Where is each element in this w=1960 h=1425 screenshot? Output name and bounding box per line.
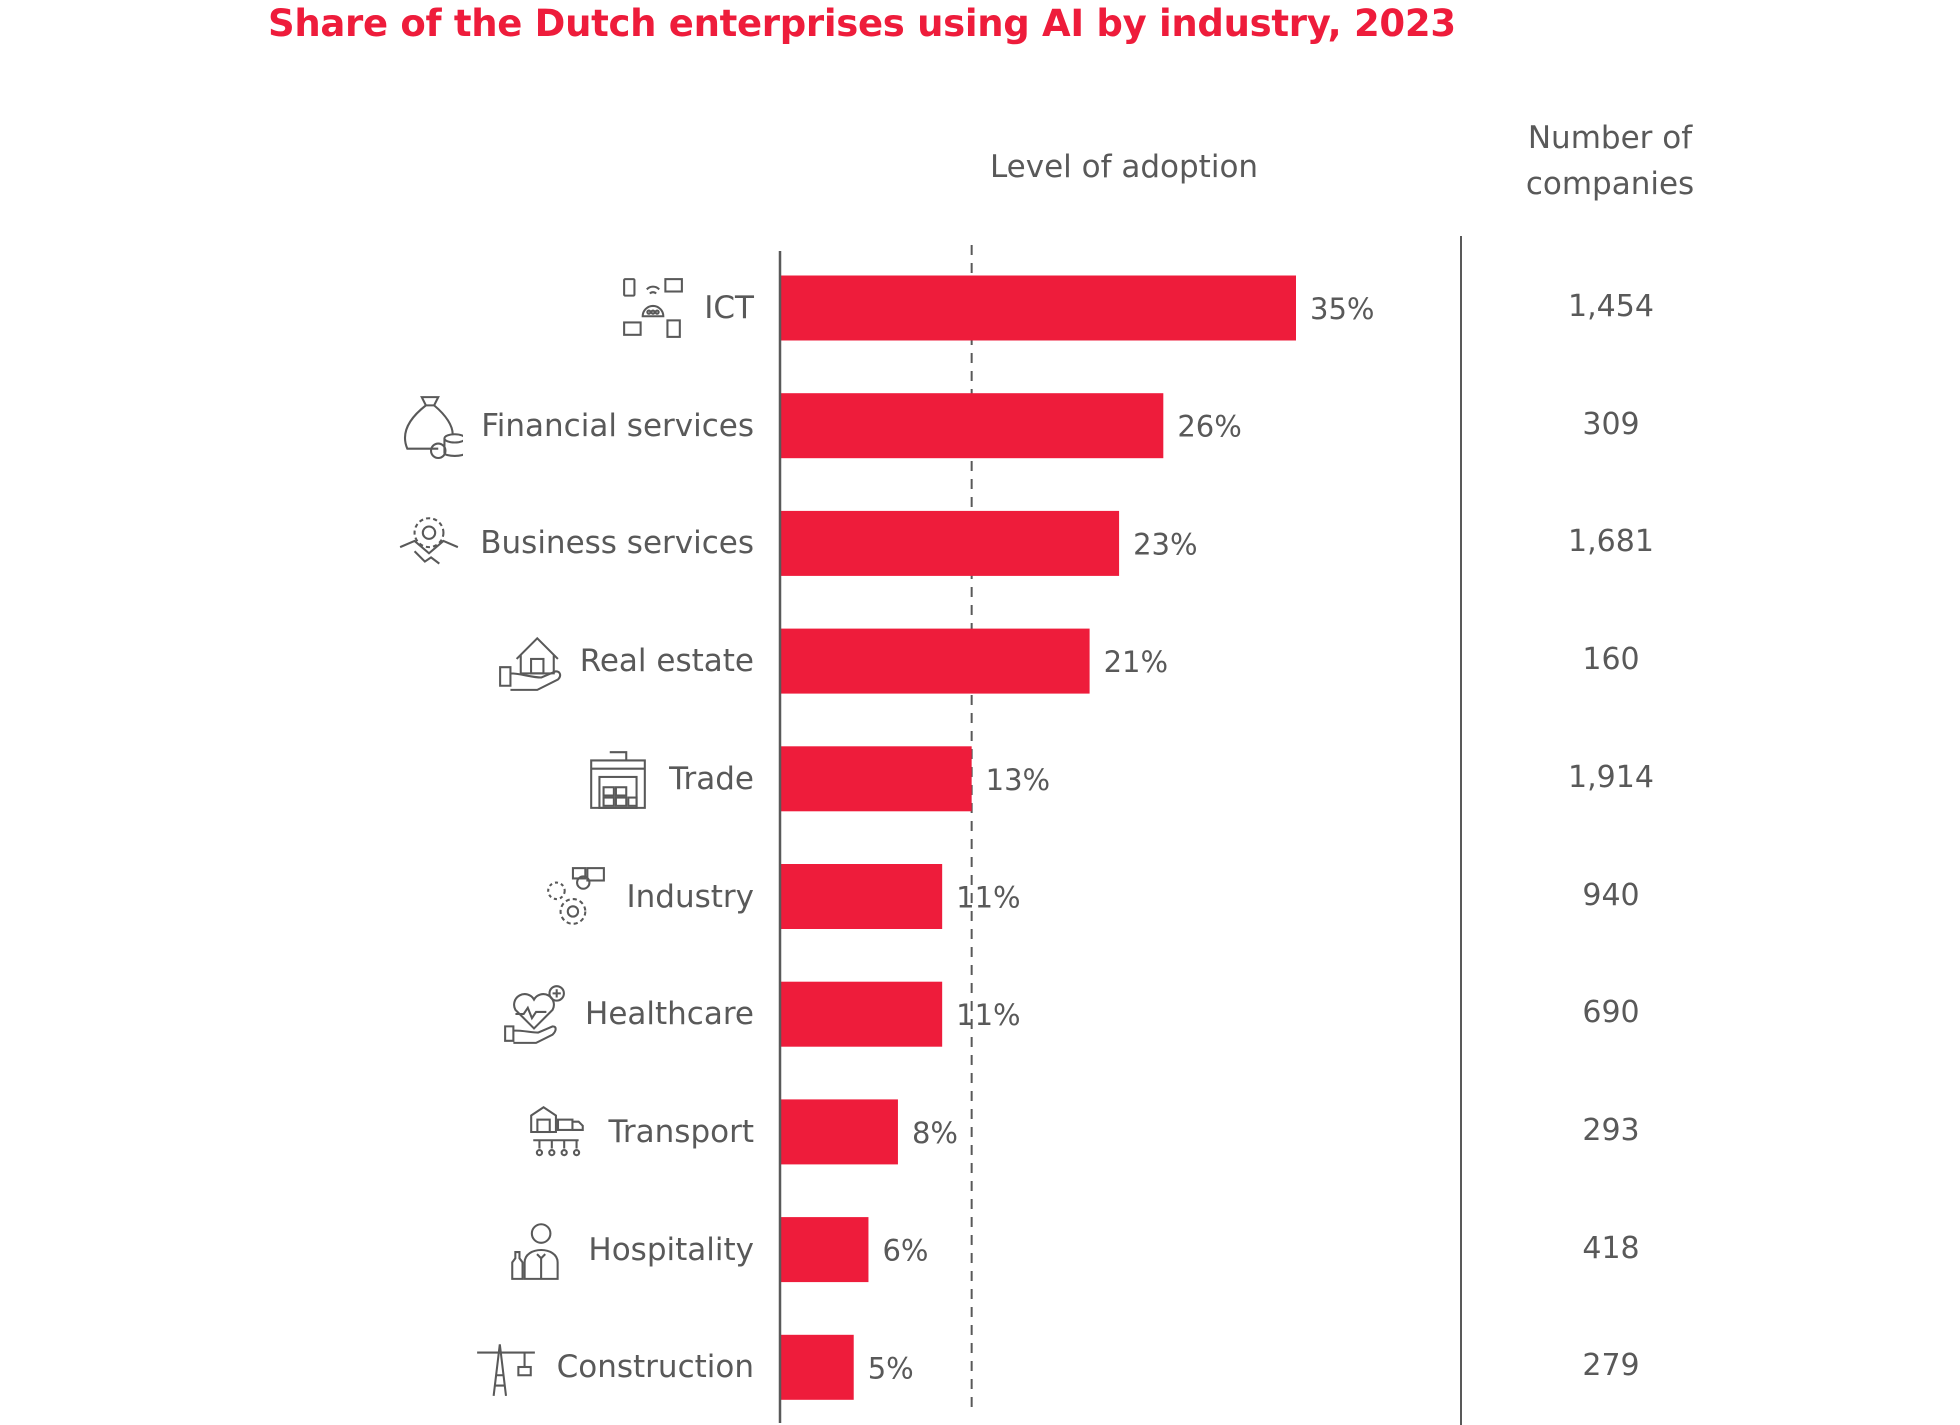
network-devices-icon (623, 278, 684, 338)
level-of-adoption-header: Level of adoption (989, 149, 1259, 185)
bar-ict (780, 275, 1296, 341)
company-count: 418 (1582, 1230, 1640, 1266)
company-count: 279 (1582, 1348, 1640, 1384)
category-label: Healthcare (585, 996, 754, 1033)
category-transport: Transport (525, 1099, 754, 1165)
value-label: 5% (868, 1351, 914, 1385)
value-label: 23% (1133, 527, 1197, 561)
category-label: Financial services (481, 407, 754, 444)
company-count: 1,454 (1568, 289, 1654, 324)
category-business-services: Business services (396, 510, 754, 576)
bar-construction (780, 1334, 854, 1400)
category-construction: Construction (473, 1334, 754, 1400)
company-count: 1,681 (1568, 524, 1654, 560)
crane-icon (476, 1344, 535, 1397)
category-ict: ICT (620, 275, 754, 341)
value-label: 6% (882, 1234, 928, 1268)
bar-industry (780, 864, 943, 929)
value-label: 8% (912, 1116, 958, 1150)
value-label: 11% (956, 998, 1020, 1032)
company-count: 1,914 (1568, 759, 1654, 795)
bar-real-estate (780, 628, 1090, 694)
heart-hand-icon (504, 985, 565, 1045)
bar-trade (780, 746, 972, 812)
value-label: 35% (1310, 292, 1374, 326)
value-label: 26% (1177, 410, 1241, 444)
warehouse-icon (590, 750, 646, 809)
value-label: 11% (956, 881, 1020, 915)
value-label: 13% (986, 763, 1050, 797)
house-hand-icon (498, 636, 561, 691)
company-count: 293 (1582, 1112, 1640, 1148)
bar-business-services (780, 510, 1120, 576)
bar-financial-services (780, 393, 1164, 459)
category-label: Trade (669, 760, 754, 797)
company-count: 940 (1582, 877, 1640, 913)
category-financial-services: Financial services (397, 393, 754, 459)
money-bag-coins-icon (404, 395, 464, 459)
bar-transport (780, 1099, 898, 1165)
handshake-gear-icon (399, 517, 459, 565)
value-label: 21% (1104, 645, 1168, 679)
category-label: Transport (608, 1113, 754, 1150)
bar-healthcare (780, 981, 943, 1047)
category-label: Construction (556, 1349, 754, 1386)
category-real-estate: Real estate (496, 628, 754, 694)
category-label: Business services (480, 525, 754, 562)
category-healthcare: Healthcare (501, 981, 754, 1047)
category-trade: Trade (585, 746, 754, 812)
logistics-truck-icon (529, 1105, 584, 1157)
category-hospitality: Hospitality (504, 1217, 754, 1283)
number-of-companies-header: Number of companies (1525, 120, 1695, 202)
company-count: 160 (1582, 642, 1640, 678)
bar-hospitality (780, 1217, 869, 1283)
category-label: Industry (626, 878, 754, 915)
company-count: 690 (1582, 995, 1640, 1031)
factory-gears-icon (547, 866, 606, 925)
category-label: ICT (704, 290, 754, 326)
category-label: Real estate (579, 643, 754, 680)
company-count: 309 (1582, 406, 1640, 442)
chart-title: Share of the Dutch enterprises using AI … (268, 2, 1456, 45)
category-label: Hospitality (588, 1231, 754, 1268)
waiter-icon (511, 1222, 560, 1280)
category-industry: Industry (542, 864, 754, 930)
